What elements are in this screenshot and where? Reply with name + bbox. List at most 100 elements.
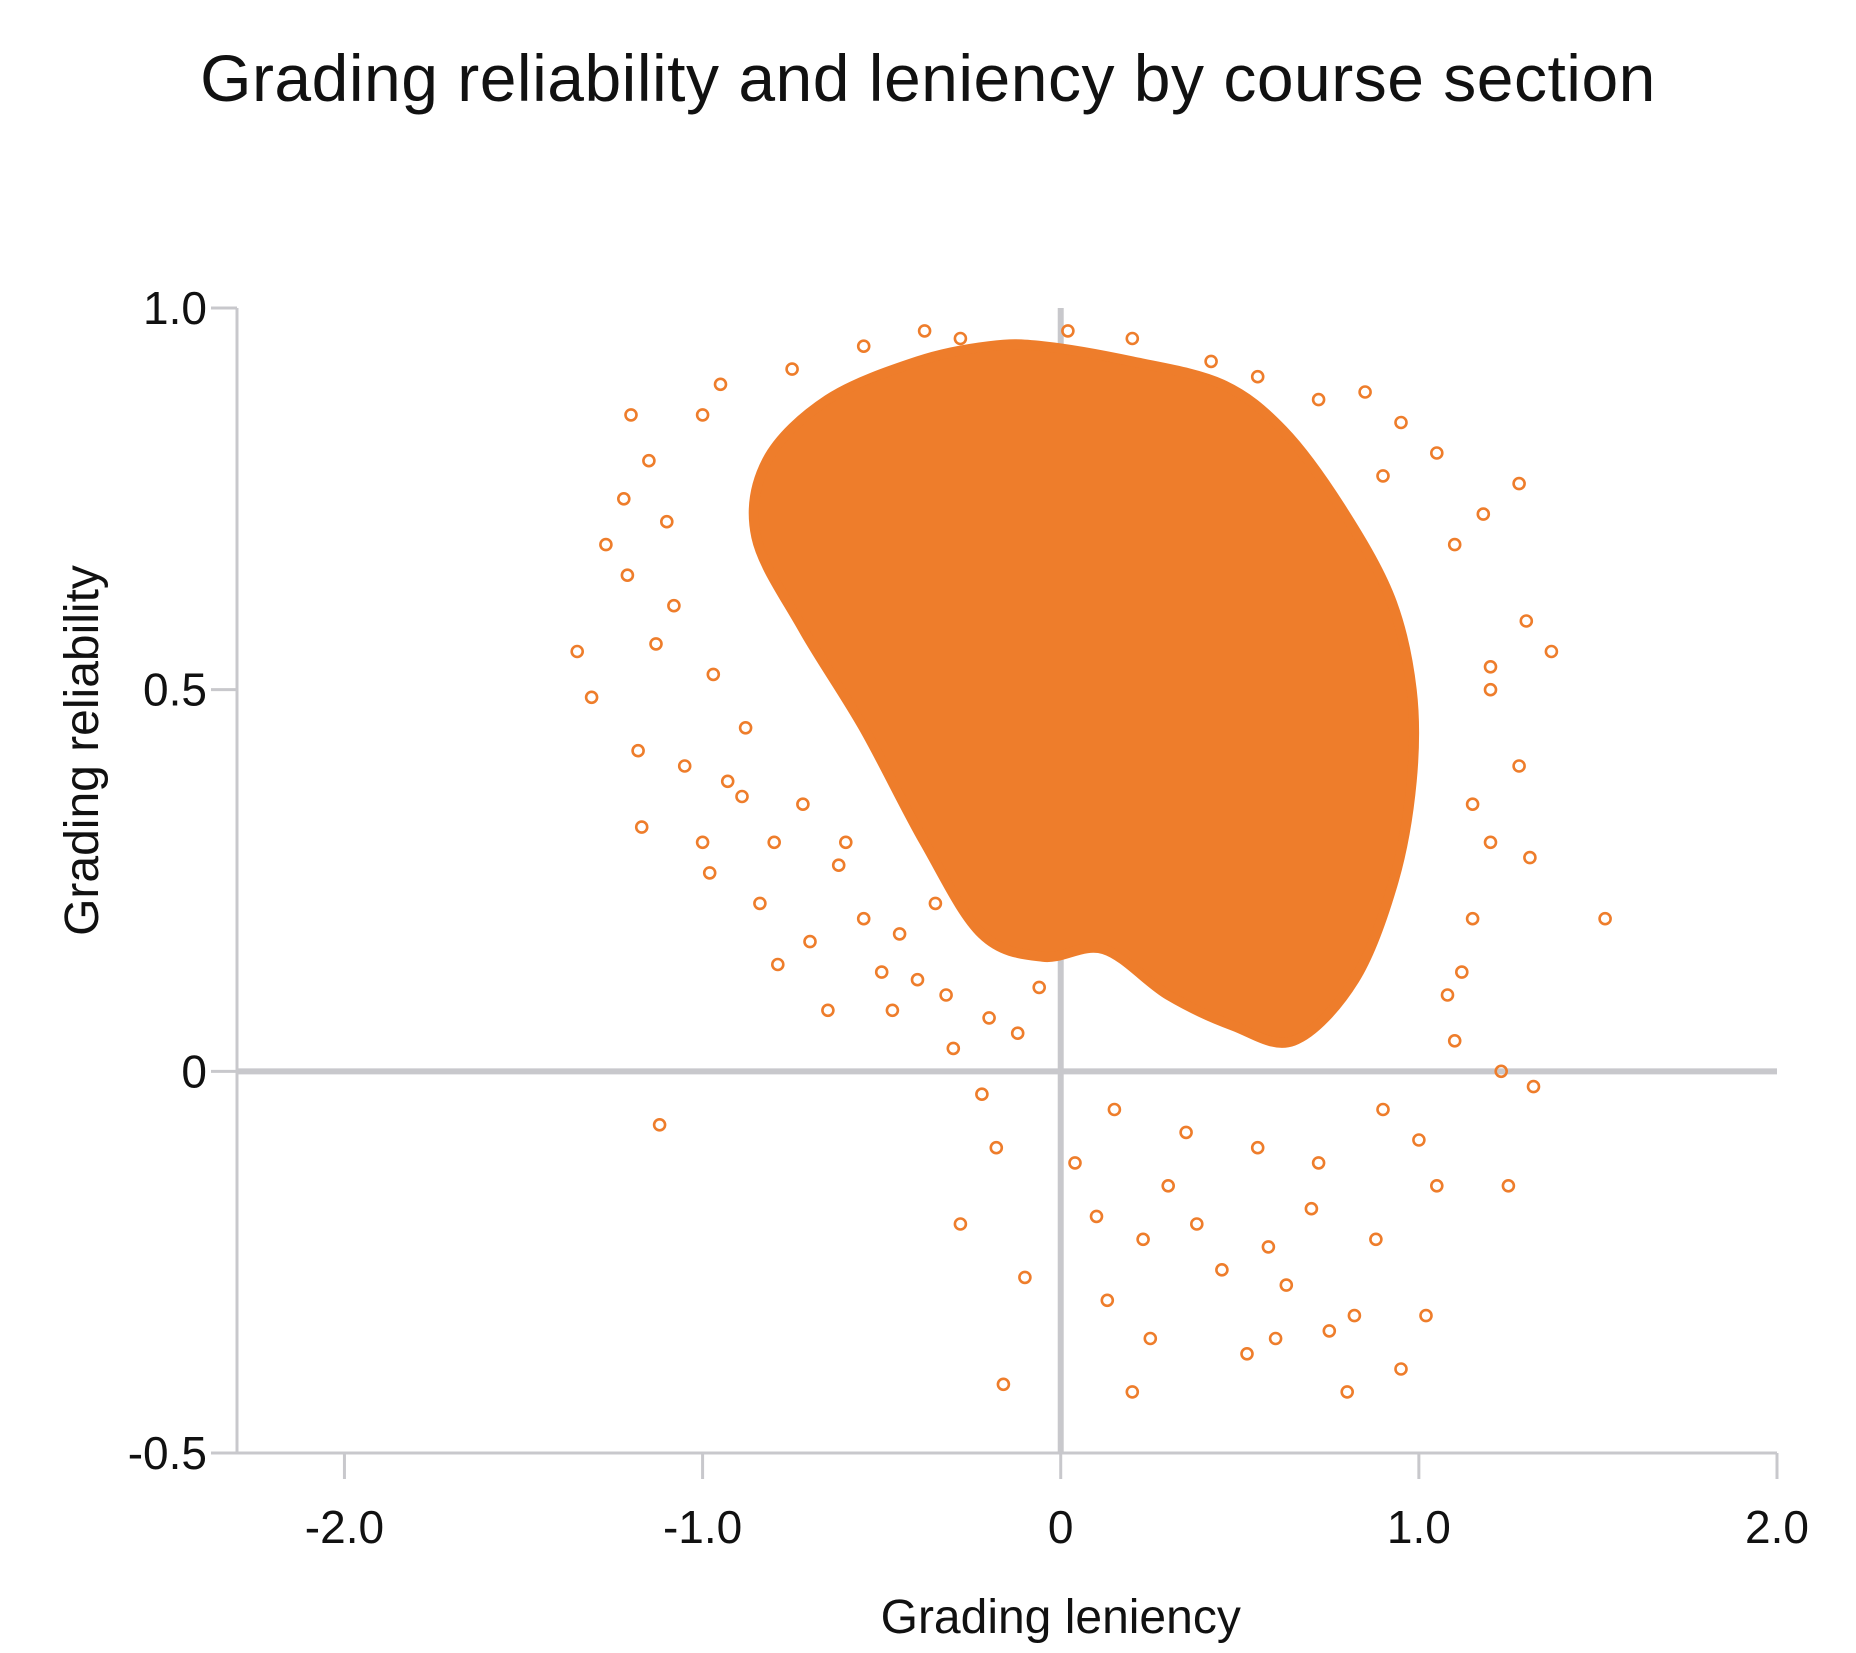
data-point: [856, 911, 871, 926]
data-point: [659, 514, 674, 529]
data-point: [642, 453, 656, 468]
x-axis-title: Grading leniency: [881, 1591, 1241, 1644]
data-point: [821, 1003, 835, 1018]
data-point: [695, 408, 710, 422]
data-point: [1465, 797, 1480, 812]
data-point: [713, 377, 728, 392]
data-point: [1161, 1179, 1175, 1193]
data-point: [1125, 331, 1140, 346]
data-point: [695, 835, 710, 850]
data-point: [1107, 1102, 1122, 1117]
data-point: [1268, 1331, 1283, 1346]
data-point: [1519, 614, 1534, 628]
data-point: [1544, 644, 1559, 659]
data-point: [1526, 1079, 1541, 1094]
data-point: [1501, 1179, 1516, 1193]
data-point: [652, 1118, 667, 1132]
data-point: [1068, 1156, 1082, 1170]
data-point: [1032, 980, 1046, 995]
data-point: [1100, 1293, 1115, 1308]
data-point: [1394, 415, 1408, 430]
data-point: [667, 598, 681, 613]
data-point: [953, 1217, 968, 1231]
data-point: [634, 820, 649, 834]
data-point: [1512, 476, 1526, 491]
data-point: [1018, 1270, 1032, 1285]
data-point: [1304, 1201, 1319, 1216]
x-tick-label: 2.0: [1745, 1501, 1809, 1553]
data-point: [1010, 1026, 1025, 1040]
data-point: [1240, 1347, 1254, 1361]
data-point: [785, 362, 799, 376]
data-point: [838, 835, 853, 850]
data-point: [1447, 1034, 1462, 1048]
data-point: [720, 774, 735, 789]
data-point: [1204, 354, 1218, 369]
data-point: [1376, 469, 1390, 483]
data-point: [939, 988, 953, 1002]
data-point: [1179, 1125, 1193, 1140]
data-point: [1523, 850, 1537, 865]
y-axis-title: Grading reliability: [56, 565, 109, 936]
y-tick-label: -0.5: [128, 1427, 207, 1479]
data-point: [1430, 446, 1444, 460]
data-point: [1261, 1240, 1276, 1254]
x-tick-label: -1.0: [663, 1501, 742, 1553]
x-tick-label: 0: [1048, 1501, 1074, 1553]
data-point: [1322, 1324, 1337, 1338]
data-point: [831, 858, 846, 873]
data-point: [975, 1087, 989, 1101]
data-point: [1125, 1385, 1140, 1399]
data-point: [1143, 1331, 1158, 1346]
data-point: [1512, 759, 1526, 773]
data-point: [1494, 1064, 1508, 1079]
y-tick-label: 0.5: [143, 664, 207, 716]
data-point: [1215, 1263, 1229, 1277]
data-point: [1376, 1102, 1390, 1117]
data-point: [910, 972, 925, 987]
x-tick-label: 1.0: [1387, 1501, 1451, 1553]
data-point: [767, 835, 782, 850]
data-point: [735, 789, 749, 804]
data-point: [570, 644, 585, 659]
data-point: [1419, 1308, 1433, 1323]
data-point: [584, 690, 599, 705]
data-point: [753, 896, 767, 911]
data-point: [1279, 1278, 1294, 1292]
data-point: [616, 491, 631, 506]
data-point: [770, 957, 785, 972]
data-point: [599, 537, 613, 552]
data-point: [1483, 682, 1498, 697]
data-point: [1412, 1133, 1426, 1147]
data-point: [1311, 392, 1326, 407]
data-point: [796, 797, 810, 812]
data-point: [892, 927, 907, 941]
data-point: [996, 1377, 1011, 1392]
data-point: [1358, 385, 1372, 399]
data-point: [1483, 659, 1498, 674]
data-point: [989, 1140, 1004, 1155]
data-point: [1136, 1232, 1150, 1247]
data-point: [856, 339, 871, 354]
data-point: [1455, 965, 1469, 979]
data-point: [1598, 911, 1612, 926]
data-point: [1465, 911, 1480, 926]
data-point: [1311, 1156, 1326, 1170]
data-point: [677, 759, 692, 773]
data-point: [885, 1003, 900, 1018]
data-point: [917, 324, 932, 338]
data-point: [1430, 1179, 1444, 1193]
dense-point-cloud: [748, 339, 1420, 1048]
data-point: [1250, 369, 1265, 384]
data-point: [624, 408, 638, 422]
data-point: [1369, 1232, 1383, 1247]
data-point: [946, 1041, 961, 1056]
data-point: [1347, 1308, 1362, 1323]
data-point: [1440, 988, 1455, 1002]
chart-title: Grading reliability and leniency by cour…: [200, 41, 1656, 115]
data-point: [649, 637, 663, 651]
data-point: [631, 743, 645, 758]
data-point: [803, 934, 817, 949]
data-point: [1394, 1362, 1408, 1376]
